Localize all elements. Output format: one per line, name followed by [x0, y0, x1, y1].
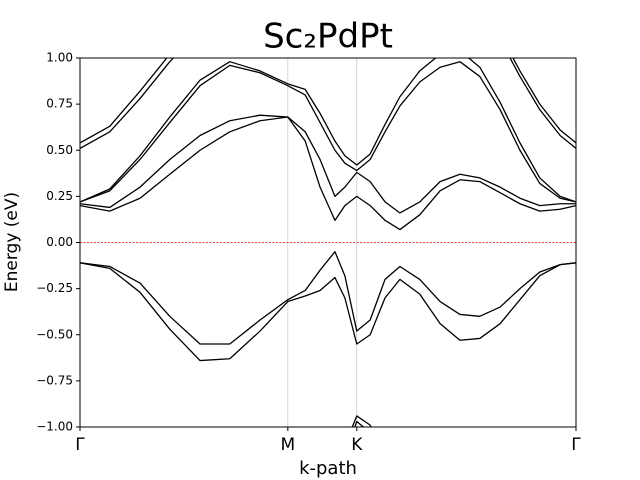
band-line: [80, 58, 576, 203]
band-line: [351, 415, 372, 427]
band-line: [354, 420, 365, 427]
y-tick-label: 0.75: [46, 97, 73, 111]
y-tick-label: −0.50: [36, 327, 73, 341]
y-tick-label: −0.25: [36, 281, 73, 295]
bands: [80, 58, 576, 427]
x-tick-label: M: [280, 435, 295, 455]
x-axis-label: k-path: [299, 458, 357, 479]
y-tick-label: −1.00: [36, 420, 73, 434]
band-line: [80, 116, 576, 231]
y-tick-label: 0.00: [46, 235, 73, 249]
band-line: [80, 61, 576, 203]
y-tick-label: −0.75: [36, 373, 73, 387]
chart-title: Sc₂PdPt: [263, 17, 393, 57]
x-tick-label: Γ: [75, 435, 85, 455]
band-line: [80, 114, 576, 214]
x-tick-label: K: [351, 435, 363, 455]
y-tick-label: 0.25: [46, 189, 73, 203]
y-tick-label: 0.50: [46, 143, 73, 157]
band-line: [80, 251, 576, 345]
ticks: −1.00 −0.75 −0.50 −0.25 0.00 0.25 0.50 0.75 1.00…: [36, 51, 581, 456]
band-line: [80, 262, 576, 362]
y-axis-label: Energy (eV): [2, 192, 22, 292]
y-tick-label: 1.00: [46, 51, 73, 65]
x-tick-label: Γ: [571, 435, 581, 455]
